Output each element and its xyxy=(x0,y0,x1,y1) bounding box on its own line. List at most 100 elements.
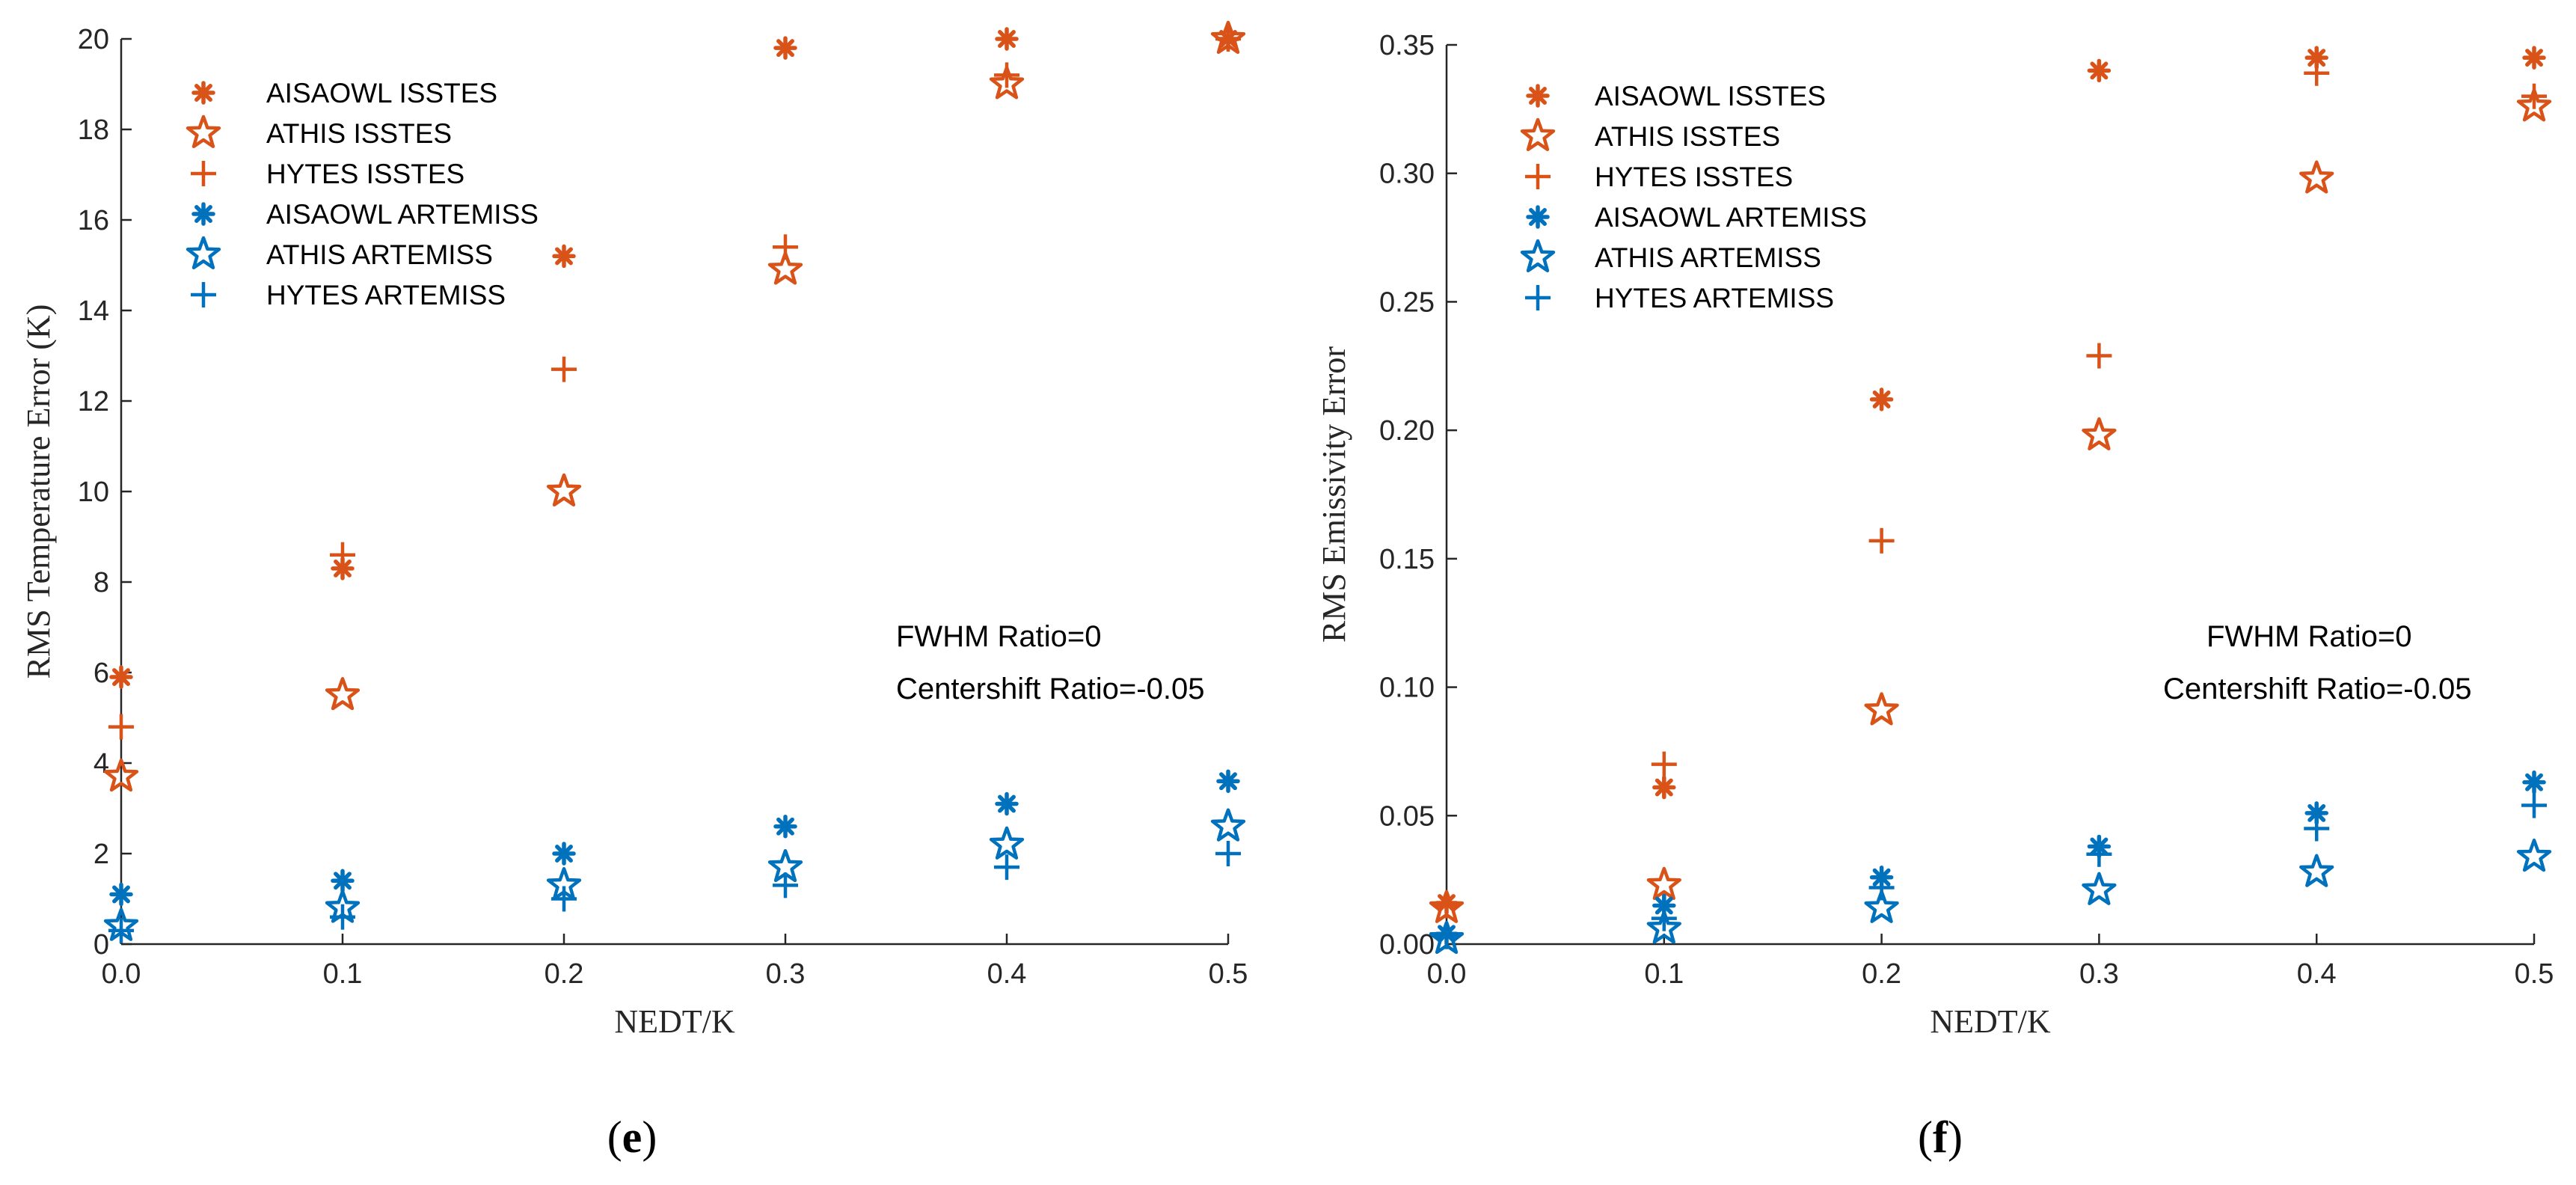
data-point xyxy=(1864,889,1899,923)
legend-label: HYTES ARTEMISS xyxy=(266,280,506,310)
y-tick-label: 12 xyxy=(78,386,109,417)
data-point xyxy=(2087,58,2112,83)
data-point xyxy=(995,791,1019,816)
data-point xyxy=(995,27,1019,51)
legend-marker xyxy=(1520,239,1556,273)
x-tick-label: 0.3 xyxy=(2079,958,2119,990)
data-point xyxy=(2521,83,2547,109)
legend-label: AISAOWL ARTEMISS xyxy=(1595,202,1867,233)
legend-marker xyxy=(1526,84,1550,108)
x-tick-label: 0.3 xyxy=(766,958,806,990)
y-tick-label: 0.25 xyxy=(1379,287,1435,318)
data-point xyxy=(2516,88,2552,122)
legend-label: HYTES ISSTES xyxy=(1595,162,1793,192)
data-point xyxy=(552,244,576,269)
legend-marker xyxy=(1526,205,1550,229)
data-point xyxy=(1651,751,1677,777)
legend-label: HYTES ARTEMISS xyxy=(1595,283,1834,313)
y-tick-label: 0.05 xyxy=(1379,800,1435,832)
annotation-fwhm-f: FWHM Ratio=0 xyxy=(2207,620,2412,653)
data-point xyxy=(2522,770,2546,794)
chart-panel-f: 0.0 0.1 0.2 0.3 0.4 0.5 0.00 0.05 0.10 0.15 0.20 0.… xyxy=(1316,30,2554,1162)
x-tick-label: 0.5 xyxy=(2515,958,2554,990)
legend-marker xyxy=(191,81,215,105)
data-point xyxy=(1868,527,1895,554)
data-point xyxy=(108,714,134,740)
data-point xyxy=(1434,892,1459,919)
data-point xyxy=(551,356,577,382)
y-tick-label: 14 xyxy=(78,296,109,327)
data-point xyxy=(325,677,361,711)
data-point xyxy=(773,234,798,260)
x-tick-label: 0.4 xyxy=(2297,958,2337,990)
x-tick-label: 0.2 xyxy=(545,958,584,990)
legend-label: ATHIS ARTEMISS xyxy=(266,239,493,270)
x-tick-label: 0.5 xyxy=(1209,958,1248,990)
legend-label: AISAOWL ISSTES xyxy=(1595,81,1826,111)
data-point xyxy=(551,886,577,912)
data-point xyxy=(2299,160,2334,194)
y-tick-label: 0.20 xyxy=(1379,415,1435,447)
panel-label-open: ( xyxy=(607,1112,622,1162)
data-point xyxy=(1652,893,1676,918)
data-point xyxy=(330,542,355,568)
data-point xyxy=(1646,866,1681,901)
axes-e: 0.0 0.1 0.2 0.3 0.4 0.5 0 2 4 6 8 10 12 14 16 18 20 NEDT/… xyxy=(20,24,1248,1040)
data-point xyxy=(989,826,1025,860)
data-point xyxy=(103,758,139,792)
data-point xyxy=(1868,875,1895,901)
panel-label-close: ) xyxy=(642,1112,657,1162)
data-point xyxy=(1215,26,1241,52)
data-point xyxy=(773,872,798,898)
data-point xyxy=(2521,792,2547,818)
x-tick-label: 0.0 xyxy=(1427,958,1467,990)
y-axis-title: RMS Emissivity Error xyxy=(1316,346,1352,643)
data-point xyxy=(2522,46,2546,70)
panel-label-letter: e xyxy=(622,1112,643,1162)
y-axis-title: RMS Temperature Error (K) xyxy=(20,304,57,679)
data-point xyxy=(2304,60,2330,86)
y-tick-label: 8 xyxy=(93,567,109,598)
x-axis-title: NEDT/K xyxy=(614,1003,735,1040)
data-point xyxy=(109,882,133,907)
data-point xyxy=(552,842,576,866)
panel-label-close: ) xyxy=(1948,1112,1963,1162)
annotation-fwhm-e: FWHM Ratio=0 xyxy=(896,620,1102,653)
legend-e: AISAOWL ISSTES ATHIS ISSTES HYTES ISSTES AI… xyxy=(185,78,539,310)
data-point xyxy=(767,251,803,285)
chart-panel-e: 0.0 0.1 0.2 0.3 0.4 0.5 0 2 4 6 8 10 12 14 16 18 20 NEDT/… xyxy=(20,20,1248,1162)
panel-label-letter: f xyxy=(1933,1112,1948,1162)
data-point xyxy=(1864,692,1899,726)
data-marks-e xyxy=(103,20,1246,943)
data-point xyxy=(989,66,1025,99)
x-tick-label: 0.0 xyxy=(102,958,141,990)
legend-label: AISAOWL ISSTES xyxy=(266,78,497,108)
panel-label-open: ( xyxy=(1918,1112,1933,1162)
x-tick-label: 0.1 xyxy=(323,958,363,990)
legend-marker xyxy=(185,236,221,270)
data-point xyxy=(1434,923,1459,949)
y-tick-label: 16 xyxy=(78,205,109,236)
data-point xyxy=(1869,388,1894,411)
data-point xyxy=(773,36,797,60)
data-point xyxy=(2086,841,2112,867)
legend-label: ATHIS ISSTES xyxy=(1595,121,1780,152)
data-point xyxy=(2082,872,2117,905)
axes-f: 0.0 0.1 0.2 0.3 0.4 0.5 0.00 0.05 0.10 0.15 0.20 0.… xyxy=(1316,30,2554,1040)
data-point xyxy=(2082,417,2117,451)
legend-f: AISAOWL ISSTES ATHIS ISSTES HYTES ISSTES AI… xyxy=(1520,81,1867,313)
panel-label-e: (e) xyxy=(607,1112,657,1162)
y-tick-label: 0.35 xyxy=(1379,30,1435,61)
data-point xyxy=(1210,808,1246,842)
legend-marker xyxy=(1520,117,1556,152)
y-tick-label: 6 xyxy=(93,658,109,689)
data-point xyxy=(994,62,1019,88)
data-point xyxy=(2299,854,2334,887)
data-point xyxy=(773,814,797,839)
legend-marker xyxy=(1525,164,1551,189)
legend-label: HYTES ISSTES xyxy=(266,159,464,189)
y-tick-label: 10 xyxy=(78,477,109,508)
y-tick-label: 0.00 xyxy=(1379,929,1435,961)
data-point xyxy=(2086,343,2112,369)
